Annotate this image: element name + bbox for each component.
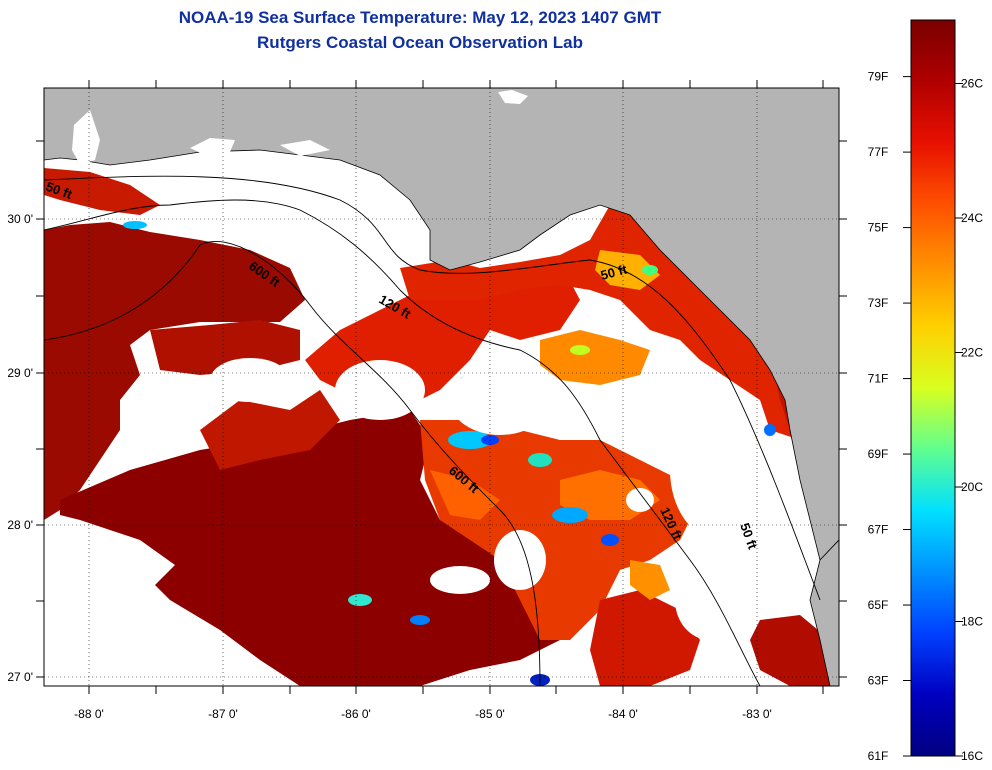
land bbox=[44, 88, 839, 686]
colorbar-celsius-label: 24C bbox=[961, 211, 983, 225]
longitude-label: -85 0' bbox=[475, 707, 505, 721]
colorbar-fahrenheit-labels: 79F 77F 75F 73F 71F 69F 67F 65F 63F 61F bbox=[868, 70, 911, 763]
latitude-label: 30 0' bbox=[7, 212, 33, 226]
latitude-label: 27 0' bbox=[7, 670, 33, 684]
depth-contours bbox=[44, 175, 821, 686]
colorbar-fahrenheit-label: 75F bbox=[868, 221, 889, 235]
cloud-gaps bbox=[210, 358, 770, 640]
colorbar-fahrenheit-label: 61F bbox=[868, 749, 889, 763]
colorbar-celsius-labels: 26C 24C 22C 20C 18C 16C bbox=[955, 76, 983, 763]
colorbar-celsius-label: 22C bbox=[961, 345, 983, 359]
colorbar-fahrenheit-label: 71F bbox=[868, 372, 889, 386]
longitude-label: -84 0' bbox=[608, 707, 638, 721]
chart-title: NOAA-19 Sea Surface Temperature: May 12,… bbox=[178, 8, 662, 27]
colorbar-celsius-label: 18C bbox=[961, 614, 983, 628]
map-area bbox=[44, 88, 839, 686]
colorbar-celsius-label: 26C bbox=[961, 76, 983, 90]
colorbar bbox=[910, 19, 956, 757]
colorbar-fahrenheit-label: 67F bbox=[868, 523, 889, 537]
chart-subtitle: Rutgers Coastal Ocean Observation Lab bbox=[257, 33, 583, 52]
longitude-label: -86 0' bbox=[341, 707, 371, 721]
longitude-label: -88 0' bbox=[74, 707, 104, 721]
colorbar-celsius-label: 16C bbox=[961, 749, 983, 763]
colorbar-celsius-label: 20C bbox=[961, 480, 983, 494]
longitude-label: -87 0' bbox=[208, 707, 238, 721]
latitude-label: 29 0' bbox=[7, 366, 33, 380]
colorbar-fahrenheit-label: 69F bbox=[868, 447, 889, 461]
colorbar-fahrenheit-label: 73F bbox=[868, 296, 889, 310]
latitude-labels: 30 0' 29 0' 28 0' 27 0' bbox=[7, 212, 33, 684]
colorbar-fahrenheit-label: 79F bbox=[868, 70, 889, 84]
colorbar-fahrenheit-label: 77F bbox=[868, 145, 889, 159]
colorbar-fahrenheit-label: 63F bbox=[868, 674, 889, 688]
longitude-label: -83 0' bbox=[742, 707, 772, 721]
graticule bbox=[36, 80, 847, 694]
colorbar-fahrenheit-label: 65F bbox=[868, 598, 889, 612]
contour-label: 50 ft bbox=[599, 261, 629, 283]
latitude-label: 28 0' bbox=[7, 518, 33, 532]
longitude-labels: -88 0' -87 0' -86 0' -85 0' -84 0' -83 0' bbox=[74, 707, 772, 721]
map-frame bbox=[43, 87, 840, 687]
